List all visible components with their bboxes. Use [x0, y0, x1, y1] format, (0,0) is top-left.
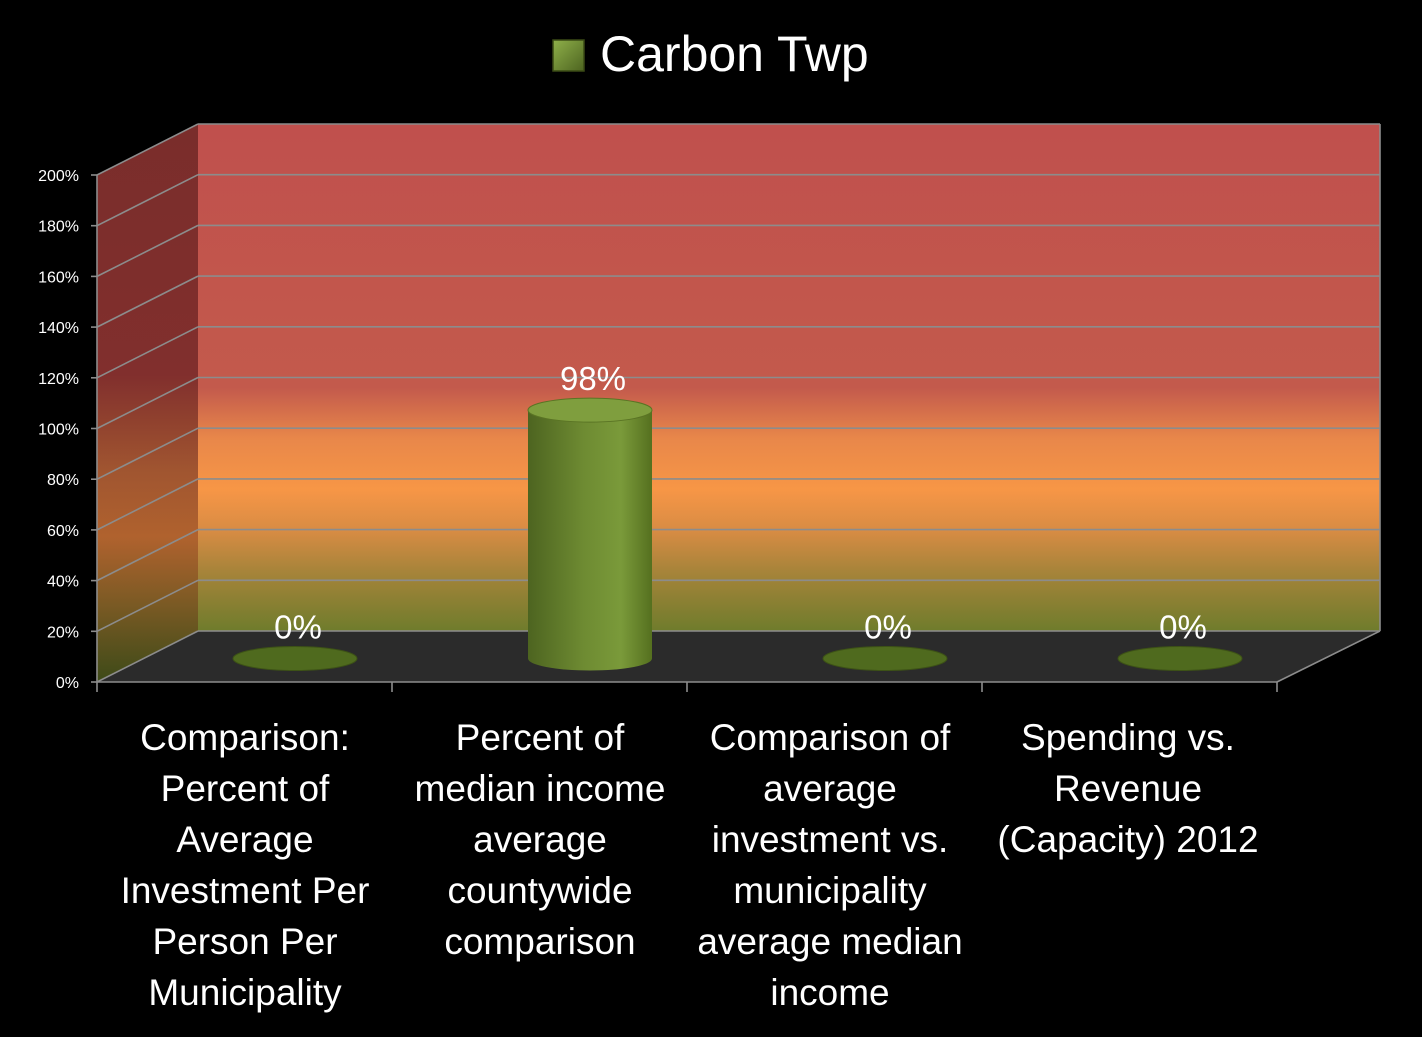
data-label: 0%: [1159, 609, 1207, 646]
gridline-side: [96, 630, 199, 683]
chart-walls: [97, 124, 1380, 682]
legend-label: Carbon Twp: [600, 26, 869, 82]
x-category-label: Percent of median income average countyw…: [414, 717, 666, 962]
y-tick-label: 40%: [47, 574, 79, 591]
y-tick-label: 80%: [47, 472, 79, 489]
y-tick-label: 0%: [56, 675, 79, 692]
y-tick-label: 160%: [38, 269, 79, 286]
gridline-side: [96, 376, 199, 430]
y-tick-label: 20%: [47, 624, 79, 641]
gridline-side: [96, 427, 199, 480]
gridline-side: [96, 326, 199, 379]
gridline-side: [96, 528, 199, 582]
y-tick-label: 120%: [38, 371, 79, 388]
floor: [97, 631, 1380, 682]
data-label: 0%: [274, 609, 322, 646]
bar-base: [1117, 646, 1243, 671]
y-tick-label: 180%: [38, 219, 79, 236]
bar-base: [232, 646, 358, 671]
y-tick-label: 60%: [47, 523, 79, 540]
floor-right-edge: [1276, 630, 1381, 683]
gridlines: [91, 123, 1381, 683]
bar: [822, 646, 948, 671]
x-category-label: Comparison: Percent of Average Investmen…: [120, 717, 370, 1013]
y-tick-label: 100%: [38, 422, 79, 439]
gridline-side: [96, 275, 199, 328]
legend-swatch: [552, 39, 585, 72]
bar-body: [528, 410, 652, 671]
y-tick-label: 140%: [38, 320, 79, 337]
bar: [527, 397, 653, 671]
gridline-side: [96, 123, 199, 176]
data-label: 98%: [560, 360, 626, 397]
bar-base: [822, 646, 948, 671]
gridline-side: [96, 579, 199, 633]
legend: Carbon Twp: [552, 26, 869, 82]
bars: [232, 397, 1243, 671]
data-labels: 0% 98% 0% 0%: [274, 360, 1207, 645]
gridline-side: [96, 478, 199, 531]
x-category-label: Spending vs. Revenue (Capacity) 2012: [997, 717, 1259, 860]
y-axis-ticks: 0% 20% 40% 60% 80% 100% 120% 140% 160% 180% 200%: [38, 168, 79, 692]
bar-top: [527, 397, 653, 423]
data-label: 0%: [864, 609, 912, 646]
gridline-side: [96, 173, 199, 227]
y-tick-label: 200%: [38, 168, 79, 185]
x-category-label: Comparison of average investment vs. mun…: [697, 717, 963, 1013]
bar: [232, 646, 358, 671]
gridline-side: [96, 224, 199, 278]
x-axis: [96, 175, 1278, 692]
bar: [1117, 646, 1243, 671]
